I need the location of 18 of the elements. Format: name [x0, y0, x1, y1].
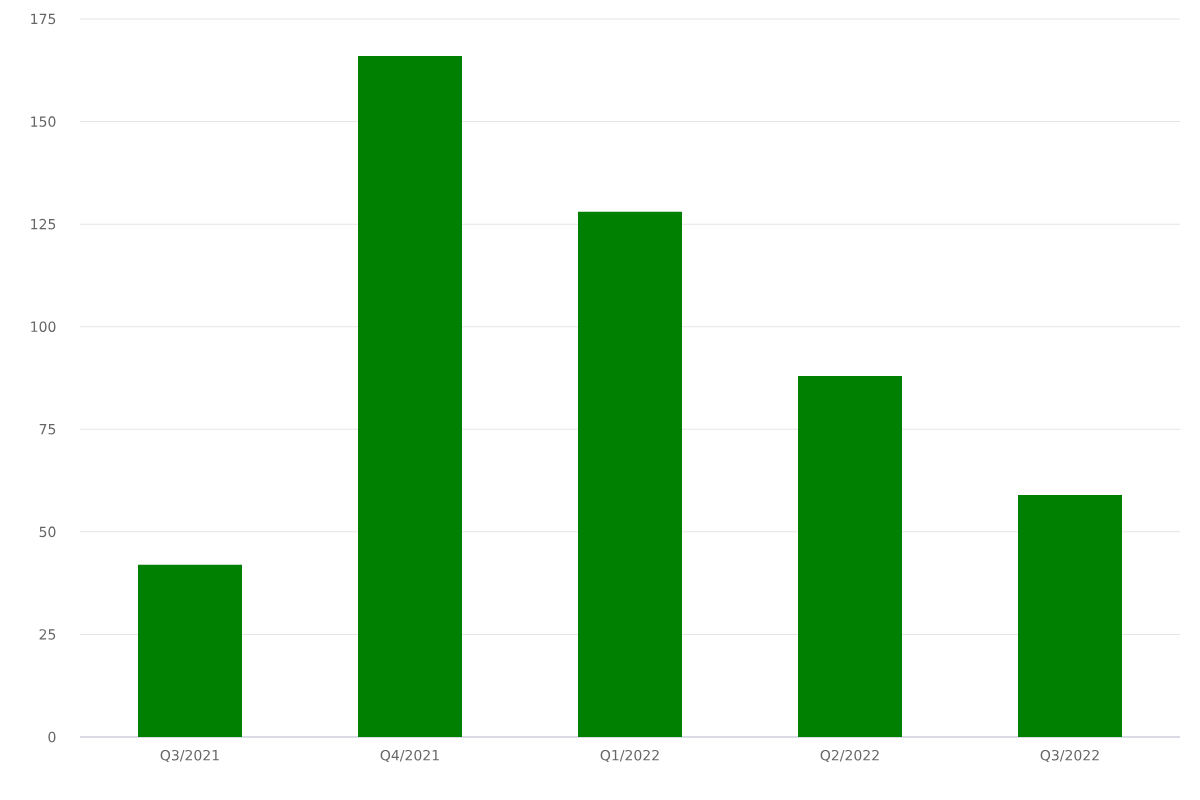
- x-tick-label: Q1/2022: [600, 749, 659, 763]
- y-tick-label: 100: [31, 321, 56, 332]
- y-tick-label: 150: [31, 116, 56, 127]
- bar: [358, 55, 462, 737]
- y-tick-label: 75: [39, 424, 56, 435]
- bar: [578, 211, 682, 737]
- bar: [798, 375, 903, 737]
- y-tick-label: 175: [31, 13, 56, 25]
- bar: [138, 564, 242, 737]
- x-tick-label: Q4/2021: [380, 749, 439, 763]
- y-tick-label: 125: [31, 218, 56, 230]
- y-tick-label: 50: [39, 526, 56, 538]
- y-tick-label: 25: [39, 629, 56, 640]
- x-tick-label: Q3/2022: [1040, 749, 1099, 763]
- x-tick-label: Q3/2021: [160, 749, 219, 763]
- x-tick-label: Q2/2022: [820, 749, 879, 763]
- y-tick-label: 0: [48, 731, 56, 743]
- bar: [1018, 494, 1123, 737]
